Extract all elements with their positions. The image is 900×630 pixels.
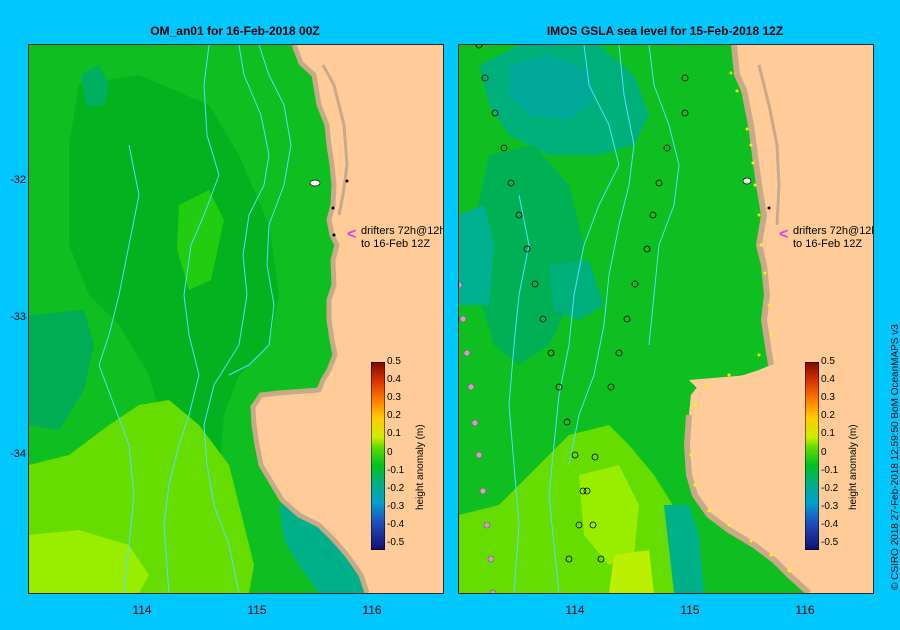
cbar-tick: 0.2 <box>387 410 401 421</box>
cbar-tick: 0.1 <box>821 428 835 439</box>
right-map-panel: drifters 72h@12h to 16-Feb 12Z < <box>458 44 874 594</box>
cbar-tick: 0.2 <box>821 410 835 421</box>
left-panel-title: OM_an01 for 16-Feb-2018 00Z <box>150 24 320 38</box>
right-drifter-label-2: to 16-Feb 12Z <box>793 238 863 250</box>
right-drifter-label-1: drifters 72h@12h <box>793 225 874 237</box>
cbar-tick: -0.4 <box>387 519 405 530</box>
lat-tick-32: -32 <box>10 174 26 186</box>
credit-text: © CSIRO 2018 27-Feb-2018 12:59:50 BoM Oc… <box>890 324 900 590</box>
left-drifter-label-2: to 16-Feb 12Z <box>361 238 431 250</box>
left-colorbar-title: height anomaly (m) <box>415 424 426 510</box>
lon-tick-116-right: 116 <box>795 603 815 617</box>
cbar-tick: 0.4 <box>387 374 401 385</box>
right-panel-title: IMOS GSLA sea level for 15-Feb-2018 12Z <box>546 24 784 38</box>
cbar-tick: -0.2 <box>387 483 405 494</box>
cbar-tick: -0.1 <box>821 465 839 476</box>
cbar-tick: 0.5 <box>821 356 835 367</box>
right-map <box>459 45 873 593</box>
cbar-tick: 0.1 <box>387 428 401 439</box>
cbar-tick: -0.3 <box>387 501 405 512</box>
right-colorbar <box>805 362 819 550</box>
lon-tick-116-left: 116 <box>362 603 382 617</box>
cbar-tick: -0.5 <box>387 537 405 548</box>
lon-tick-115-right: 115 <box>680 603 700 617</box>
cbar-tick: -0.2 <box>821 483 839 494</box>
cbar-tick: -0.3 <box>821 501 839 512</box>
lat-tick-34: -34 <box>10 448 26 460</box>
left-drifter-label-1: drifters 72h@12h <box>361 225 444 237</box>
right-drifter-arrow: < <box>779 226 789 243</box>
cbar-tick: -0.5 <box>821 537 839 548</box>
cbar-tick: -0.4 <box>821 519 839 530</box>
lon-tick-115-left: 115 <box>247 603 267 617</box>
cbar-tick: 0.4 <box>821 374 835 385</box>
right-colorbar-title: height anomaly (m) <box>848 424 859 510</box>
left-colorbar <box>371 362 385 550</box>
cbar-tick: 0.3 <box>387 392 401 403</box>
cbar-tick: -0.1 <box>387 465 405 476</box>
lon-tick-114-left: 114 <box>132 603 152 617</box>
left-map <box>29 45 443 593</box>
cbar-tick: 0.5 <box>387 356 401 367</box>
cbar-tick: 0 <box>821 447 827 458</box>
left-map-panel: drifters 72h@12h to 16-Feb 12Z < <box>28 44 444 594</box>
left-drifter-arrow: < <box>347 226 357 243</box>
cbar-tick: 0 <box>387 447 393 458</box>
lat-tick-33: -33 <box>10 311 26 323</box>
lon-tick-114-right: 114 <box>565 603 585 617</box>
cbar-tick: 0.3 <box>821 392 835 403</box>
